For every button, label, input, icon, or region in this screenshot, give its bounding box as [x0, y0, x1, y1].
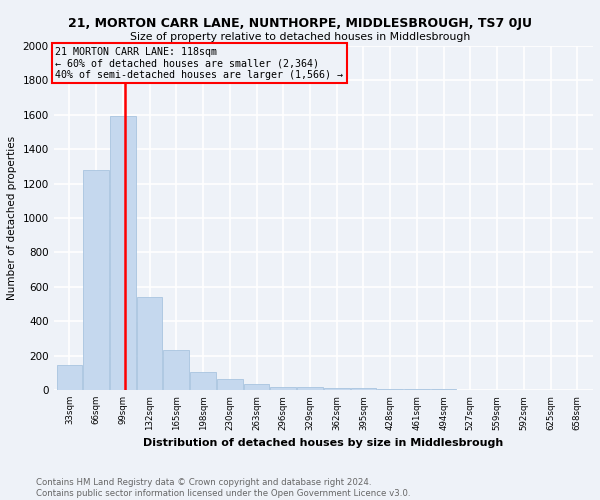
Bar	[83, 170, 109, 390]
Text: Size of property relative to detached houses in Middlesbrough: Size of property relative to detached ho…	[130, 32, 470, 42]
Bar	[404, 389, 430, 390]
Y-axis label: Number of detached properties: Number of detached properties	[7, 136, 17, 300]
Text: 21, MORTON CARR LANE, NUNTHORPE, MIDDLESBROUGH, TS7 0JU: 21, MORTON CARR LANE, NUNTHORPE, MIDDLES…	[68, 18, 532, 30]
Bar	[110, 116, 136, 390]
Text: Contains HM Land Registry data © Crown copyright and database right 2024.
Contai: Contains HM Land Registry data © Crown c…	[36, 478, 410, 498]
Bar	[56, 364, 82, 390]
Bar	[137, 297, 163, 390]
Bar	[217, 379, 242, 390]
Bar	[271, 386, 296, 390]
Bar	[190, 372, 216, 390]
Text: 21 MORTON CARR LANE: 118sqm
← 60% of detached houses are smaller (2,364)
40% of : 21 MORTON CARR LANE: 118sqm ← 60% of det…	[55, 46, 343, 80]
Bar	[297, 387, 323, 390]
Bar	[324, 388, 350, 390]
Bar	[244, 384, 269, 390]
X-axis label: Distribution of detached houses by size in Middlesbrough: Distribution of detached houses by size …	[143, 438, 503, 448]
Bar	[163, 350, 189, 390]
Bar	[350, 388, 376, 390]
Bar	[377, 389, 403, 390]
